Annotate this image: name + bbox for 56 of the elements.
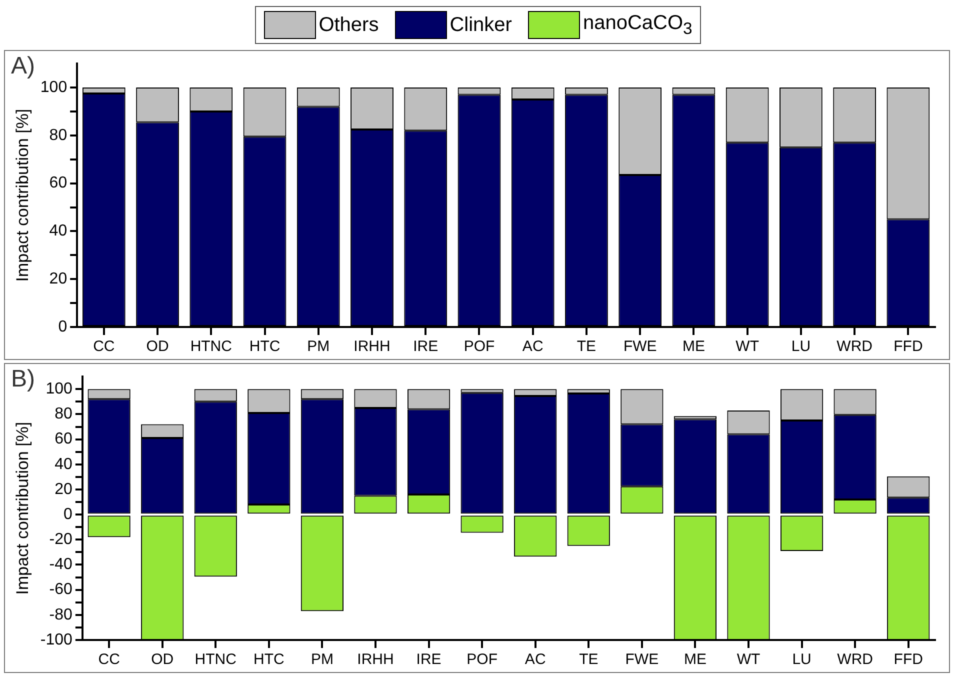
y-tick-label: -60	[49, 581, 73, 598]
x-tick-label: POF	[466, 651, 498, 668]
legend-label: Clinker	[450, 14, 512, 36]
x-tick-label: LU	[792, 651, 812, 668]
y-tick-label: -80	[49, 606, 73, 624]
y-tick-label: 80	[49, 126, 68, 144]
y-tick-label: 100	[46, 380, 73, 398]
y-tick-label: 80	[54, 406, 73, 423]
y-tick-label: 40	[54, 456, 73, 473]
x-tick-label: PM	[307, 338, 330, 356]
x-tick-label: WT	[736, 338, 759, 356]
x-tick-label: OD	[146, 338, 169, 356]
x-tick-label: FWE	[623, 338, 657, 356]
y-tick-label: 20	[49, 270, 68, 288]
y-tick-label: -100	[40, 631, 73, 648]
x-tick-label: HTC	[249, 338, 280, 356]
x-tick-label: HTC	[254, 651, 285, 668]
x-tick-label: ME	[684, 651, 706, 668]
y-tick-label: 20	[54, 480, 73, 498]
y-axis-title: Impact contribution [%]	[12, 422, 32, 595]
y-tick-label: 0	[58, 318, 68, 336]
x-tick-label: WRD	[836, 338, 873, 356]
x-tick-label: PM	[310, 651, 334, 668]
y-axis-title: Impact contribution [%]	[12, 108, 32, 282]
x-tick-label: OD	[151, 651, 174, 668]
legend-label: nanoCaCO$_{3}$	[582, 12, 692, 38]
x-tick-label: FFD	[894, 338, 923, 356]
y-tick-label: 0	[64, 506, 73, 523]
x-tick-label: HTNC	[190, 338, 232, 356]
y-tick-label: 100	[40, 78, 68, 96]
x-tick-label: FFD	[894, 651, 924, 668]
y-tick-label: -40	[49, 556, 73, 574]
text: B)	[11, 366, 35, 393]
x-tick-label: AC	[524, 651, 546, 668]
x-tick-label: ME	[682, 338, 705, 356]
y-tick-label: 60	[54, 430, 73, 448]
x-tick-label: IRE	[413, 338, 438, 356]
x-tick-label: IRHH	[357, 651, 394, 668]
text: A)	[11, 52, 35, 80]
x-tick-label: WRD	[837, 651, 874, 668]
x-tick-label: TE	[579, 651, 598, 668]
x-tick-label: AC	[522, 338, 544, 356]
x-tick-label: WT	[736, 651, 760, 668]
x-tick-label: CC	[98, 651, 120, 668]
y-tick-label: 60	[49, 174, 68, 192]
x-tick-label: FWE	[625, 651, 659, 668]
x-tick-label: IRHH	[354, 338, 390, 356]
x-tick-label: CC	[93, 338, 115, 356]
legend-label: Others	[318, 14, 379, 36]
x-tick-label: POF	[464, 338, 495, 356]
x-tick-label: TE	[576, 338, 596, 356]
x-tick-label: LU	[791, 338, 811, 356]
y-tick-label: -20	[49, 531, 73, 548]
x-tick-label: HTNC	[194, 651, 237, 668]
x-tick-label: IRE	[416, 651, 442, 668]
y-tick-label: 40	[49, 222, 68, 240]
